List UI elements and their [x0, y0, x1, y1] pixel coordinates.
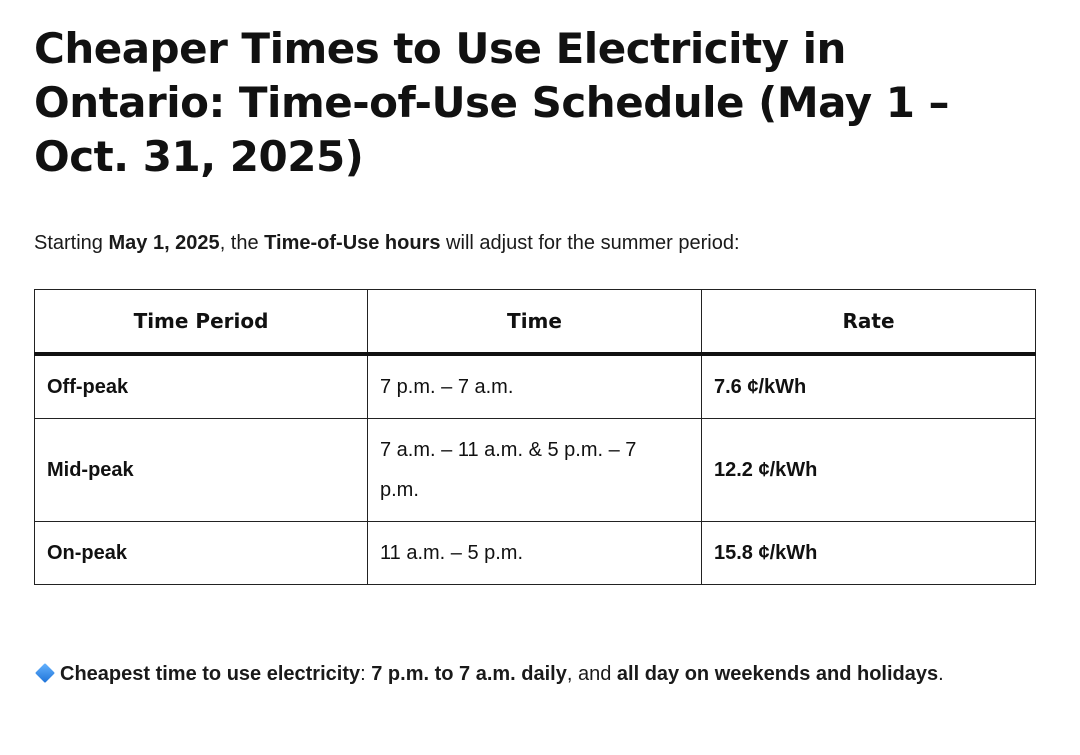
header-time: Time	[367, 289, 702, 356]
intro-prefix: Starting	[34, 232, 109, 254]
schedule-table: Time Period Time Rate Off-peak 7 p.m. – …	[34, 289, 1036, 585]
cell-period: Mid-peak	[34, 417, 368, 522]
intro-term: Time-of-Use hours	[264, 232, 441, 254]
note-sep: :	[360, 662, 372, 685]
note-label: Cheapest time to use electricity	[60, 662, 361, 685]
table-row: Mid-peak 7 a.m. – 11 a.m. & 5 p.m. – 7 p…	[34, 417, 1036, 522]
intro-suffix: will adjust for the summer period:	[440, 232, 740, 254]
page-title: Cheaper Times to Use Electricity in Onta…	[34, 24, 950, 181]
table-row: On-peak 11 a.m. – 5 p.m. 15.8 ¢/kWh	[34, 520, 1036, 585]
header-rate: Rate	[701, 289, 1036, 356]
cell-rate: 15.8 ¢/kWh	[701, 520, 1036, 585]
note-extra: all day on weekends and holidays	[616, 662, 939, 685]
cell-rate: 12.2 ¢/kWh	[701, 417, 1036, 522]
note-time: 7 p.m. to 7 a.m. daily	[371, 662, 567, 685]
note-end: .	[938, 662, 944, 685]
cheapest-time-note: Cheapest time to use electricity: 7 p.m.…	[34, 655, 1034, 693]
intro-date: May 1, 2025	[108, 232, 220, 254]
cell-time: 7 a.m. – 11 a.m. & 5 p.m. – 7 p.m.	[367, 417, 702, 522]
intro-paragraph: Starting May 1, 2025, the Time-of-Use ho…	[34, 229, 1044, 257]
table-row: Off-peak 7 p.m. – 7 a.m. 7.6 ¢/kWh	[34, 353, 1036, 419]
cell-period: On-peak	[34, 520, 368, 585]
header-time-period: Time Period	[34, 289, 368, 356]
cell-rate: 7.6 ¢/kWh	[701, 353, 1036, 419]
cell-period: Off-peak	[34, 353, 368, 419]
intro-mid: , the	[219, 232, 265, 254]
cell-time: 11 a.m. – 5 p.m.	[367, 520, 702, 585]
blue-diamond-icon	[35, 663, 55, 684]
article: Cheaper Times to Use Electricity in Onta…	[34, 22, 1044, 693]
note-mid: , and	[566, 662, 617, 685]
cell-time: 7 p.m. – 7 a.m.	[367, 353, 702, 419]
table-header-row: Time Period Time Rate	[34, 289, 1036, 356]
